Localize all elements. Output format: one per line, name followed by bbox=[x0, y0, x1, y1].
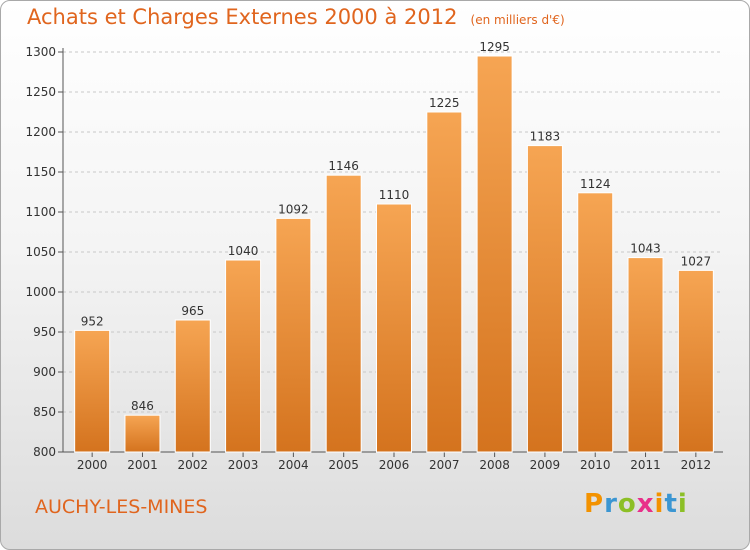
logo-letter: o bbox=[617, 489, 637, 519]
y-tick-label: 850 bbox=[33, 405, 56, 419]
data-label-2009: 1183 bbox=[530, 130, 561, 144]
data-label-2005: 1146 bbox=[328, 159, 359, 173]
bar-2010 bbox=[577, 192, 614, 453]
data-label-2007: 1225 bbox=[429, 96, 460, 110]
y-tick-label: 1000 bbox=[25, 285, 56, 299]
bars bbox=[74, 55, 714, 453]
x-tick-label-2003: 2003 bbox=[228, 458, 259, 472]
bar-2001 bbox=[124, 414, 161, 453]
logo-letter: r bbox=[604, 489, 618, 519]
bar-2007 bbox=[426, 111, 463, 453]
x-tick-label-2010: 2010 bbox=[580, 458, 611, 472]
data-label-2011: 1043 bbox=[630, 242, 661, 256]
logo-letter: i bbox=[654, 489, 665, 519]
bar-2011 bbox=[627, 257, 664, 453]
bar-2003 bbox=[225, 259, 262, 453]
data-label-2008: 1295 bbox=[479, 40, 510, 54]
x-tick-label-2000: 2000 bbox=[77, 458, 108, 472]
x-tick-label-2012: 2012 bbox=[681, 458, 712, 472]
bar-2006 bbox=[376, 203, 412, 453]
y-tick-label: 950 bbox=[33, 325, 56, 339]
x-tick-label-2005: 2005 bbox=[328, 458, 359, 472]
commune-name: AUCHY-LES-MINES bbox=[35, 496, 208, 518]
bar-2008 bbox=[476, 55, 513, 453]
y-tick-label: 900 bbox=[33, 365, 56, 379]
y-tick-label: 1050 bbox=[25, 245, 56, 259]
data-label-2003: 1040 bbox=[228, 244, 259, 258]
x-tick-label-2009: 2009 bbox=[530, 458, 561, 472]
proxiti-logo: Proxiti bbox=[584, 489, 688, 519]
x-tick-label-2002: 2002 bbox=[177, 458, 208, 472]
x-tick-label-2001: 2001 bbox=[127, 458, 158, 472]
x-tick-label-2004: 2004 bbox=[278, 458, 309, 472]
bar-2002 bbox=[174, 319, 211, 453]
axes: 800 850 900 950 1000 1050 1100 1150 1200 1250 1300… bbox=[25, 45, 723, 472]
bar-2004 bbox=[275, 217, 312, 453]
logo-letter: x bbox=[636, 489, 655, 519]
y-tick-label: 1150 bbox=[25, 165, 56, 179]
x-tick-label-2008: 2008 bbox=[479, 458, 510, 472]
logo-letter: P bbox=[584, 489, 605, 519]
x-tick-label-2007: 2007 bbox=[429, 458, 460, 472]
data-labels: 952 846 965 1040 1092 1146 1110 1225 1295 1183 112… bbox=[81, 40, 711, 413]
chart-title-row: Achats et Charges Externes 2000 à 2012 (… bbox=[27, 5, 565, 29]
bar-2009 bbox=[526, 145, 563, 453]
data-label-2002: 965 bbox=[181, 304, 204, 318]
bar-2000 bbox=[74, 329, 111, 453]
data-label-2000: 952 bbox=[81, 314, 104, 328]
data-label-2012: 1027 bbox=[681, 254, 712, 268]
y-tick-label: 1250 bbox=[25, 85, 56, 99]
x-tick-label-2011: 2011 bbox=[630, 458, 661, 472]
y-tick-label: 1100 bbox=[25, 205, 56, 219]
logo-letter: t bbox=[664, 489, 678, 519]
data-label-2004: 1092 bbox=[278, 202, 309, 216]
y-tick-label: 800 bbox=[33, 445, 56, 459]
data-label-2010: 1124 bbox=[580, 177, 611, 191]
data-label-2001: 846 bbox=[131, 399, 154, 413]
data-label-2006: 1110 bbox=[379, 188, 410, 202]
y-tick-label: 1300 bbox=[25, 45, 56, 59]
chart-title: Achats et Charges Externes 2000 à 2012 bbox=[27, 5, 458, 29]
x-tick-label-2006: 2006 bbox=[379, 458, 410, 472]
y-tick-label: 1200 bbox=[25, 125, 56, 139]
bar-2012 bbox=[677, 269, 714, 453]
unit-note: (en milliers d'€) bbox=[470, 13, 565, 27]
logo-letter: i bbox=[677, 489, 688, 519]
bar-2005 bbox=[325, 174, 362, 453]
